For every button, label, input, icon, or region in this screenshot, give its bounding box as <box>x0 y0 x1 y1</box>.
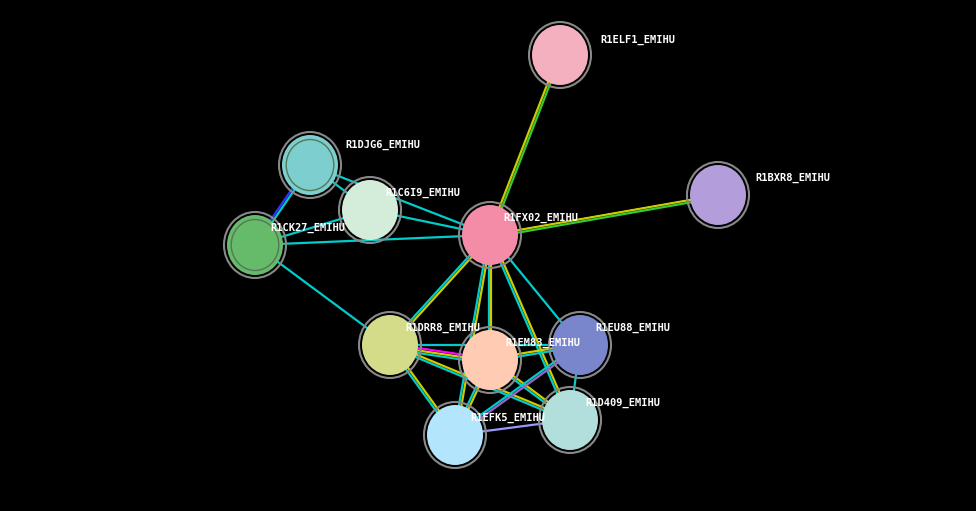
Ellipse shape <box>282 135 338 195</box>
Ellipse shape <box>362 315 418 375</box>
Text: R1EM83_EMIHU: R1EM83_EMIHU <box>505 338 580 348</box>
Ellipse shape <box>227 215 283 275</box>
Text: R1DRR8_EMIHU: R1DRR8_EMIHU <box>405 323 480 333</box>
Ellipse shape <box>532 25 588 85</box>
Ellipse shape <box>552 315 608 375</box>
Text: R1BXR8_EMIHU: R1BXR8_EMIHU <box>755 173 830 183</box>
Ellipse shape <box>342 180 398 240</box>
Text: R1EU88_EMIHU: R1EU88_EMIHU <box>595 323 670 333</box>
Ellipse shape <box>427 405 483 465</box>
Ellipse shape <box>462 330 518 390</box>
Text: R1D409_EMIHU: R1D409_EMIHU <box>585 398 660 408</box>
Text: R1FX02_EMIHU: R1FX02_EMIHU <box>503 213 578 223</box>
Text: R1DJG6_EMIHU: R1DJG6_EMIHU <box>345 140 420 150</box>
Ellipse shape <box>690 165 746 225</box>
Text: R1CK27_EMIHU: R1CK27_EMIHU <box>270 223 345 233</box>
Text: R1ELF1_EMIHU: R1ELF1_EMIHU <box>600 35 675 45</box>
Text: R1EFK5_EMIHU: R1EFK5_EMIHU <box>470 413 545 423</box>
Ellipse shape <box>542 390 598 450</box>
Ellipse shape <box>286 140 334 191</box>
Ellipse shape <box>462 205 518 265</box>
Ellipse shape <box>231 220 279 270</box>
Text: R1C6I9_EMIHU: R1C6I9_EMIHU <box>385 188 460 198</box>
